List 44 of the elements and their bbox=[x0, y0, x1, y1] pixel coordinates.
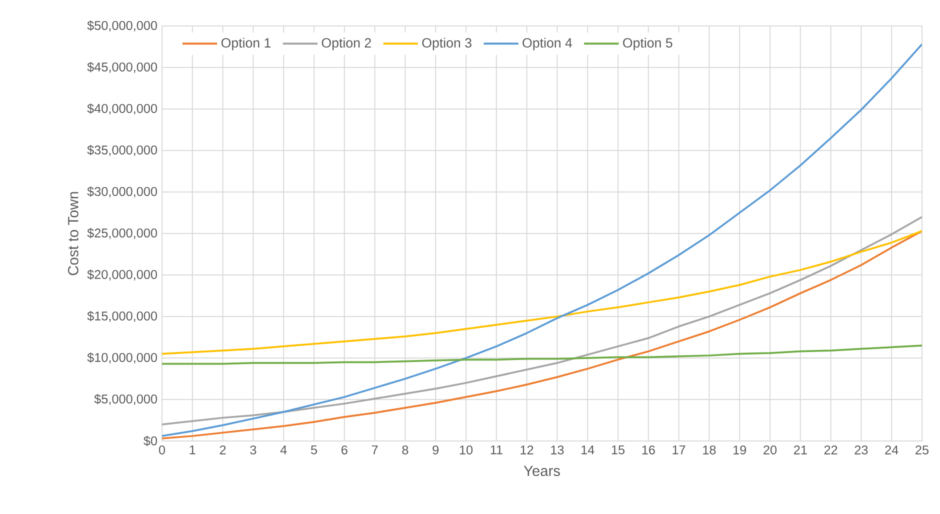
legend-label: Option 5 bbox=[623, 38, 672, 50]
y-tick-label: $25,000,000 bbox=[87, 228, 158, 239]
y-tick-label: $50,000,000 bbox=[87, 20, 158, 32]
y-axis-title: Cost to Town bbox=[68, 192, 78, 276]
x-tick-label: 9 bbox=[432, 445, 439, 454]
x-tick-label: 14 bbox=[582, 445, 594, 454]
x-tick-label: 20 bbox=[764, 445, 777, 454]
y-tick-label: $30,000,000 bbox=[87, 186, 158, 198]
legend-label: Option 4 bbox=[522, 38, 572, 50]
legend-label: Option 3 bbox=[422, 38, 472, 50]
x-axis-title: Years bbox=[524, 466, 560, 476]
x-tick-label: 17 bbox=[672, 445, 686, 454]
x-tick-label: 7 bbox=[372, 445, 378, 454]
x-tick-label: 3 bbox=[250, 445, 256, 454]
y-tick-label: $45,000,000 bbox=[87, 62, 158, 74]
y-tick-label: $40,000,000 bbox=[87, 103, 158, 115]
x-tick-label: 11 bbox=[490, 445, 502, 454]
x-tick-label: 24 bbox=[885, 445, 898, 454]
legend-label: Option 1 bbox=[221, 38, 271, 50]
x-tick-label: 4 bbox=[280, 445, 287, 454]
x-tick-label: 19 bbox=[734, 445, 746, 454]
legend-label: Option 2 bbox=[322, 38, 371, 50]
y-tick-label: $35,000,000 bbox=[87, 144, 158, 156]
x-tick-label: 22 bbox=[824, 445, 838, 454]
x-tick-label: 10 bbox=[460, 445, 473, 454]
x-tick-label: 0 bbox=[158, 445, 166, 454]
x-tick-label: 2 bbox=[220, 445, 226, 454]
x-tick-label: 12 bbox=[520, 445, 534, 454]
x-tick-label: 6 bbox=[342, 445, 348, 454]
x-tick-label: 18 bbox=[703, 445, 716, 454]
y-tick-label: $10,000,000 bbox=[87, 352, 158, 364]
x-tick-label: 25 bbox=[916, 445, 929, 454]
x-tick-label: 16 bbox=[642, 445, 655, 454]
x-tick-label: 21 bbox=[794, 445, 807, 454]
x-tick-label: 1 bbox=[190, 445, 196, 454]
y-tick-label: $0 bbox=[144, 436, 158, 446]
x-tick-label: 8 bbox=[402, 445, 408, 454]
y-tick-label: $5,000,000 bbox=[94, 394, 158, 405]
x-tick-label: 15 bbox=[612, 445, 625, 454]
x-tick-label: 13 bbox=[551, 445, 564, 454]
y-tick-label: $15,000,000 bbox=[87, 310, 158, 322]
x-tick-label: 5 bbox=[310, 445, 318, 454]
x-tick-label: 23 bbox=[854, 445, 868, 454]
y-tick-label: $20,000,000 bbox=[87, 269, 158, 280]
